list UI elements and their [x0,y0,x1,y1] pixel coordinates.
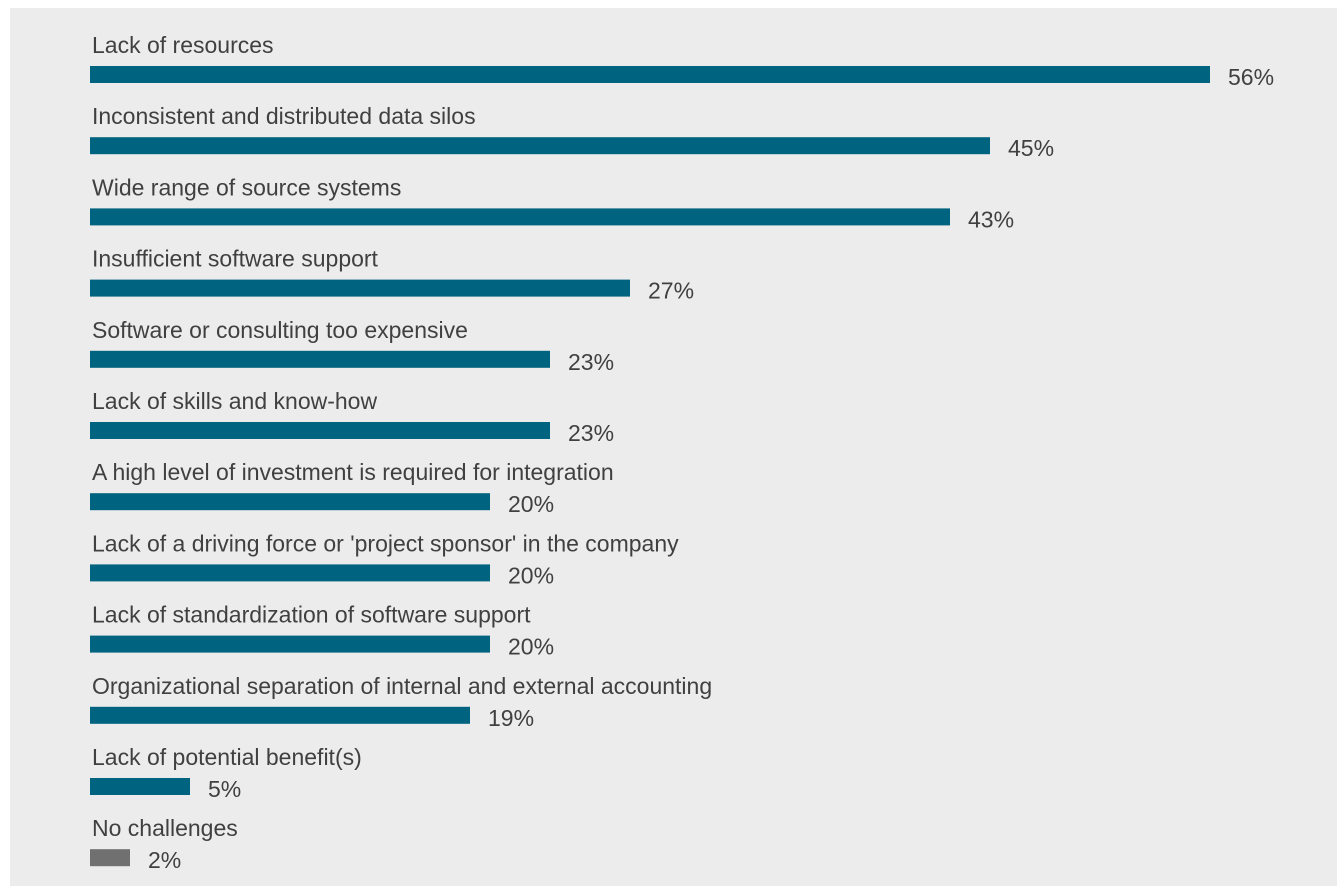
bar [90,279,630,297]
category-label: Wide range of source systems [92,174,401,200]
bar [90,635,490,653]
bar [90,422,550,439]
category-label: Organizational separation of internal an… [92,673,712,699]
bar [90,564,490,582]
category-label: Lack of potential benefit(s) [92,744,362,770]
value-label: 45% [1008,135,1054,161]
value-label: 56% [1228,64,1274,90]
value-label: 23% [568,349,614,375]
category-label: Insufficient software support [92,246,379,272]
category-label: Lack of a driving force or 'project spon… [92,530,679,556]
value-label: 5% [208,776,241,802]
bar [90,706,470,724]
value-label: 20% [508,634,554,660]
value-label: 20% [508,562,554,588]
bar [90,350,550,368]
category-label: No challenges [92,815,238,841]
value-label: 2% [148,847,181,873]
bar [90,493,490,511]
value-label: 19% [488,705,534,731]
value-label: 20% [508,491,554,517]
bar [90,778,190,795]
bar [90,137,990,155]
bar [90,66,1210,83]
value-label: 27% [648,278,694,304]
category-label: Lack of skills and know-how [92,388,377,414]
category-label: Lack of resources [92,32,274,58]
chart-background [10,8,1337,886]
bars-layer: Lack of resources 56% Inconsistent and dis… [90,32,1274,873]
category-label: Lack of standardization of software supp… [92,602,531,628]
value-label: 43% [968,206,1014,232]
bar [90,849,130,867]
category-label: Inconsistent and distributed data silos [92,103,476,129]
value-label: 23% [568,420,614,446]
category-label: A high level of investment is required f… [92,459,614,485]
category-label: Software or consulting too expensive [92,317,468,343]
bar [90,208,950,226]
